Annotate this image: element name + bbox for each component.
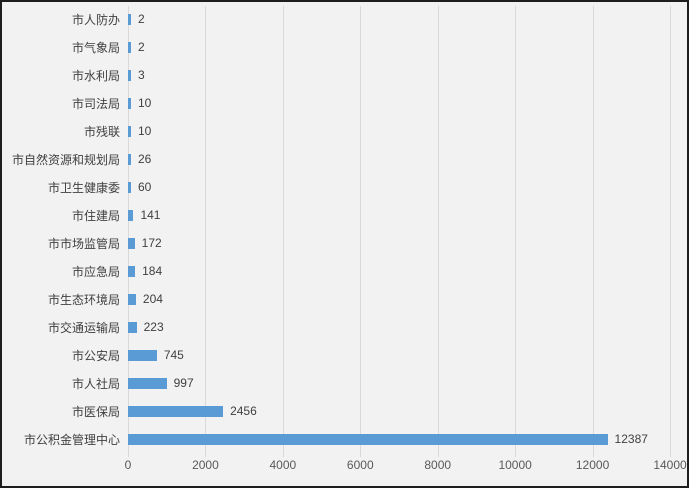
value-label: 2: [138, 40, 145, 54]
chart-row: 市医保局 2456: [2, 397, 687, 425]
bar: [128, 41, 131, 53]
category-label: 市交通运输局: [47, 320, 120, 335]
category-label: 市人社局: [71, 376, 120, 391]
x-axis-tick-label: 0: [124, 458, 132, 472]
category-label: 市公安局: [71, 348, 120, 363]
gridline: [128, 6, 129, 457]
x-axis-tick-label: 10000: [498, 458, 532, 472]
chart-row: 市司法局 10: [2, 89, 687, 117]
value-label: 10: [138, 124, 152, 138]
bar: [128, 209, 134, 221]
chart-row: 市住建局 141: [2, 201, 687, 229]
chart-row: 市自然资源和规划局 26: [2, 145, 687, 173]
chart-row: 市残联 10: [2, 117, 687, 145]
category-label: 市住建局: [71, 208, 120, 223]
bar: [128, 125, 131, 137]
x-axis-tick-label: 4000: [269, 458, 297, 472]
bar: [128, 237, 135, 249]
category-label: 市人防办: [71, 12, 120, 27]
chart-row: 市水利局 3: [2, 61, 687, 89]
chart-rows: 市人防办 2 市气象局 2 市水利局 3 市司法局 10 市残联 10 市自然资源和规划局 26 市卫生…: [2, 5, 687, 453]
category-label: 市自然资源和规划局: [11, 152, 120, 167]
bar: [128, 13, 131, 25]
value-label: 12387: [614, 432, 648, 446]
bar: [128, 405, 224, 417]
value-label: 997: [173, 376, 194, 390]
x-axis-tick-label: 12000: [575, 458, 610, 472]
bar: [128, 321, 137, 333]
gridline: [205, 6, 207, 457]
chart-row: 市气象局 2: [2, 33, 687, 61]
x-axis-tick-label: 2000: [192, 458, 219, 472]
bar: [128, 433, 608, 445]
chart-row: 市公积金管理中心 12387: [2, 425, 687, 453]
value-label: 204: [142, 292, 163, 306]
category-label: 市卫生健康委: [47, 180, 120, 195]
gridline: [282, 6, 284, 457]
gridline: [360, 6, 362, 457]
bar: [128, 153, 131, 165]
value-label: 10: [138, 96, 152, 110]
bar: [128, 293, 136, 305]
bar: [128, 181, 131, 193]
category-label: 市应急局: [71, 264, 120, 279]
value-label: 3: [138, 68, 145, 82]
x-axis-tick-label: 14000: [653, 458, 687, 472]
gridline: [515, 6, 517, 457]
gridline: [670, 6, 671, 457]
category-label: 市市场监管局: [47, 236, 120, 251]
category-label: 市公积金管理中心: [23, 432, 120, 447]
value-label: 745: [163, 348, 184, 362]
chart-row: 市市场监管局 172: [2, 229, 687, 257]
chart-row: 市应急局 184: [2, 257, 687, 285]
chart-row: 市生态环境局 204: [2, 285, 687, 313]
bar: [128, 349, 157, 361]
value-label: 2456: [230, 404, 257, 418]
value-label: 60: [138, 180, 152, 194]
value-label: 26: [138, 152, 152, 166]
plot-area: [128, 6, 671, 457]
bar: [128, 265, 136, 277]
chart-row: 市公安局 745: [2, 341, 687, 369]
category-label: 市残联: [83, 124, 120, 139]
bar: [128, 69, 131, 81]
value-label: 172: [141, 236, 162, 250]
category-label: 市医保局: [71, 404, 120, 419]
gridline: [437, 6, 439, 457]
category-label: 市生态环境局: [47, 292, 120, 307]
x-axis-tick-label: 8000: [424, 458, 452, 472]
bar: [128, 97, 131, 109]
value-label: 184: [142, 264, 163, 278]
category-label: 市水利局: [71, 68, 120, 83]
x-axis-tick-label: 6000: [346, 458, 374, 472]
x-axis: 0 2000 4000 6000 8000 10000 12000 14000: [124, 458, 687, 476]
value-label: 141: [140, 208, 161, 222]
value-label: 2: [138, 12, 145, 26]
gridline: [592, 6, 594, 457]
chart-row: 市卫生健康委 60: [2, 173, 687, 201]
chart-row: 市人社局 997: [2, 369, 687, 397]
category-label: 市司法局: [71, 96, 120, 111]
chart-row: 市交通运输局 223: [2, 313, 687, 341]
value-label: 223: [143, 320, 164, 334]
chart-row: 市人防办 2: [2, 5, 687, 33]
bar: [128, 377, 167, 389]
category-label: 市气象局: [71, 40, 120, 55]
